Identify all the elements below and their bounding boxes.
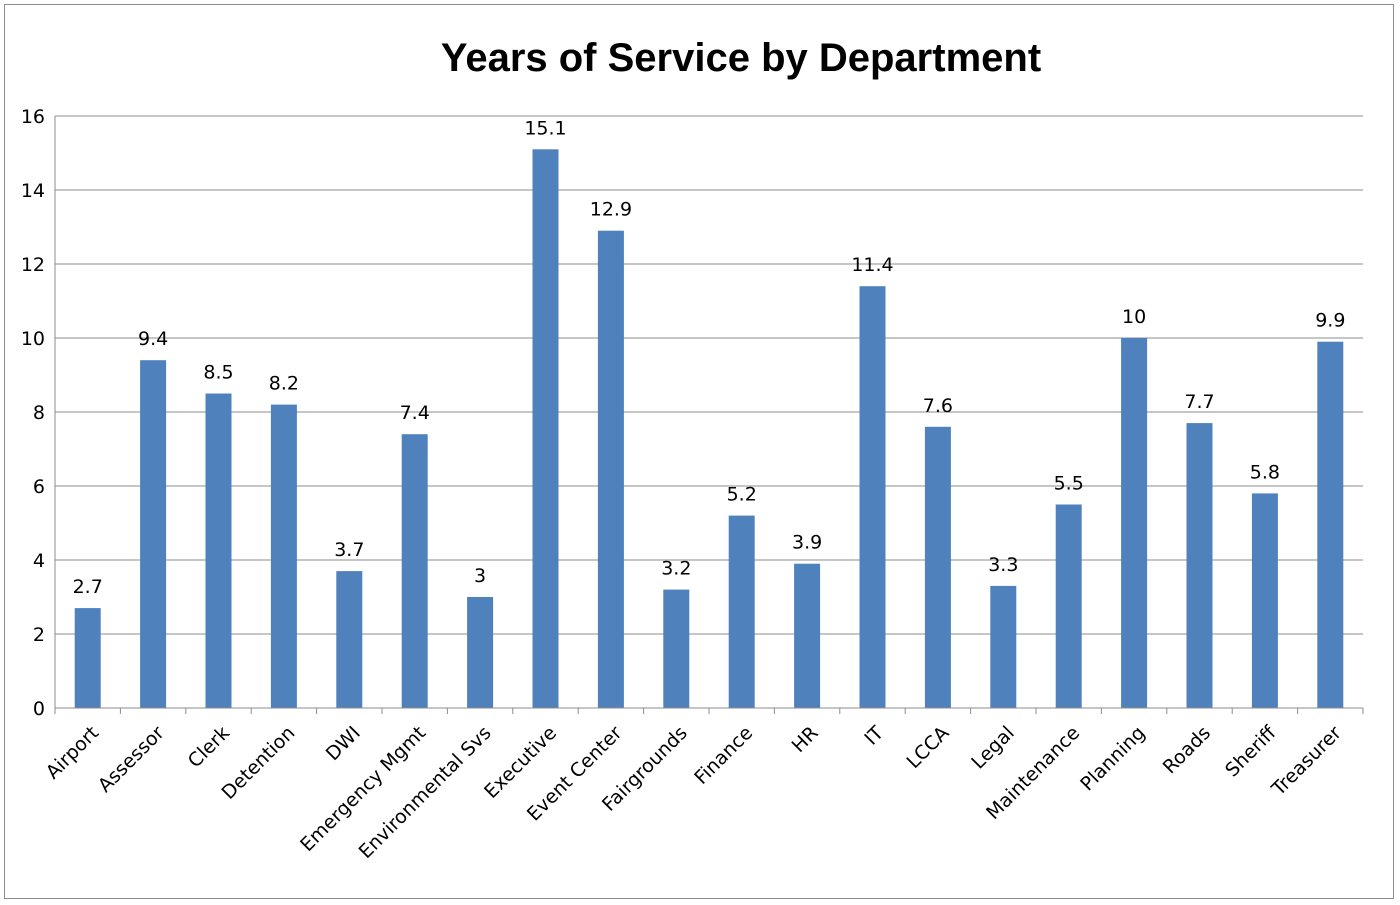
bar bbox=[401, 434, 428, 708]
chart-area bbox=[4, 4, 1394, 899]
bar bbox=[597, 230, 624, 708]
x-tick-label: Sheriff bbox=[1221, 721, 1281, 781]
y-tick-label: 12 bbox=[21, 254, 45, 276]
bar bbox=[205, 393, 232, 708]
y-tick-label: 16 bbox=[21, 106, 45, 128]
data-label: 7.4 bbox=[400, 402, 430, 424]
bar bbox=[467, 597, 494, 708]
data-label: 10 bbox=[1122, 306, 1146, 328]
x-tick-label: Planning bbox=[1076, 722, 1149, 795]
x-tick-label: HR bbox=[788, 722, 823, 757]
x-tick-label: Clerk bbox=[184, 722, 234, 772]
y-tick-label: 14 bbox=[21, 180, 45, 202]
x-tick-label: Finance bbox=[690, 722, 757, 789]
x-tick-label: Environmental Svs bbox=[355, 722, 496, 863]
y-tick-label: 2 bbox=[33, 624, 45, 646]
chart-title: Years of Service by Department bbox=[440, 36, 1042, 80]
bar bbox=[794, 563, 821, 708]
data-label: 8.2 bbox=[269, 373, 299, 395]
x-tick-label: Roads bbox=[1159, 722, 1215, 778]
x-tick-label: LCCA bbox=[902, 722, 953, 773]
bar bbox=[1121, 338, 1148, 708]
bar bbox=[1317, 341, 1344, 708]
y-tick-label: 6 bbox=[33, 476, 45, 498]
bar bbox=[990, 585, 1017, 708]
bar bbox=[728, 515, 755, 708]
x-tick-label: Treasurer bbox=[1267, 722, 1346, 801]
x-tick-label: Emergency Mgmt bbox=[296, 722, 430, 856]
y-tick-label: 4 bbox=[33, 550, 45, 572]
bar bbox=[140, 360, 167, 708]
x-tick-label: IT bbox=[860, 722, 888, 750]
bar bbox=[74, 608, 101, 708]
bar bbox=[663, 589, 690, 708]
data-label: 5.5 bbox=[1054, 473, 1084, 495]
y-tick-label: 8 bbox=[33, 402, 45, 424]
data-label: 3 bbox=[474, 565, 486, 587]
x-tick-label: Legal bbox=[967, 722, 1019, 774]
bar bbox=[1055, 504, 1082, 708]
bar bbox=[336, 571, 363, 708]
y-tick-label: 10 bbox=[21, 328, 45, 350]
data-label: 2.7 bbox=[73, 576, 103, 598]
data-label: 15.1 bbox=[524, 117, 566, 139]
data-label: 5.8 bbox=[1250, 461, 1280, 483]
x-tick-label: DWI bbox=[322, 722, 365, 765]
data-label: 5.2 bbox=[727, 484, 757, 506]
bar bbox=[924, 426, 951, 708]
y-tick-label: 0 bbox=[33, 698, 45, 720]
data-label: 3.3 bbox=[988, 554, 1018, 576]
data-label: 7.6 bbox=[923, 395, 953, 417]
bar bbox=[1251, 493, 1278, 708]
data-label: 3.7 bbox=[334, 539, 364, 561]
data-label: 11.4 bbox=[851, 254, 893, 276]
bar bbox=[1186, 423, 1213, 708]
bar bbox=[270, 404, 297, 708]
data-label: 3.2 bbox=[661, 558, 691, 580]
bar bbox=[532, 149, 559, 709]
data-label: 9.4 bbox=[138, 328, 168, 350]
x-tick-label: Assessor bbox=[94, 722, 169, 797]
bar bbox=[859, 286, 886, 708]
data-label: 12.9 bbox=[590, 199, 632, 221]
data-label: 3.9 bbox=[792, 532, 822, 554]
x-tick-label: Airport bbox=[42, 722, 104, 784]
data-label: 9.9 bbox=[1315, 310, 1345, 332]
data-label: 7.7 bbox=[1184, 391, 1214, 413]
data-label: 8.5 bbox=[203, 362, 233, 384]
